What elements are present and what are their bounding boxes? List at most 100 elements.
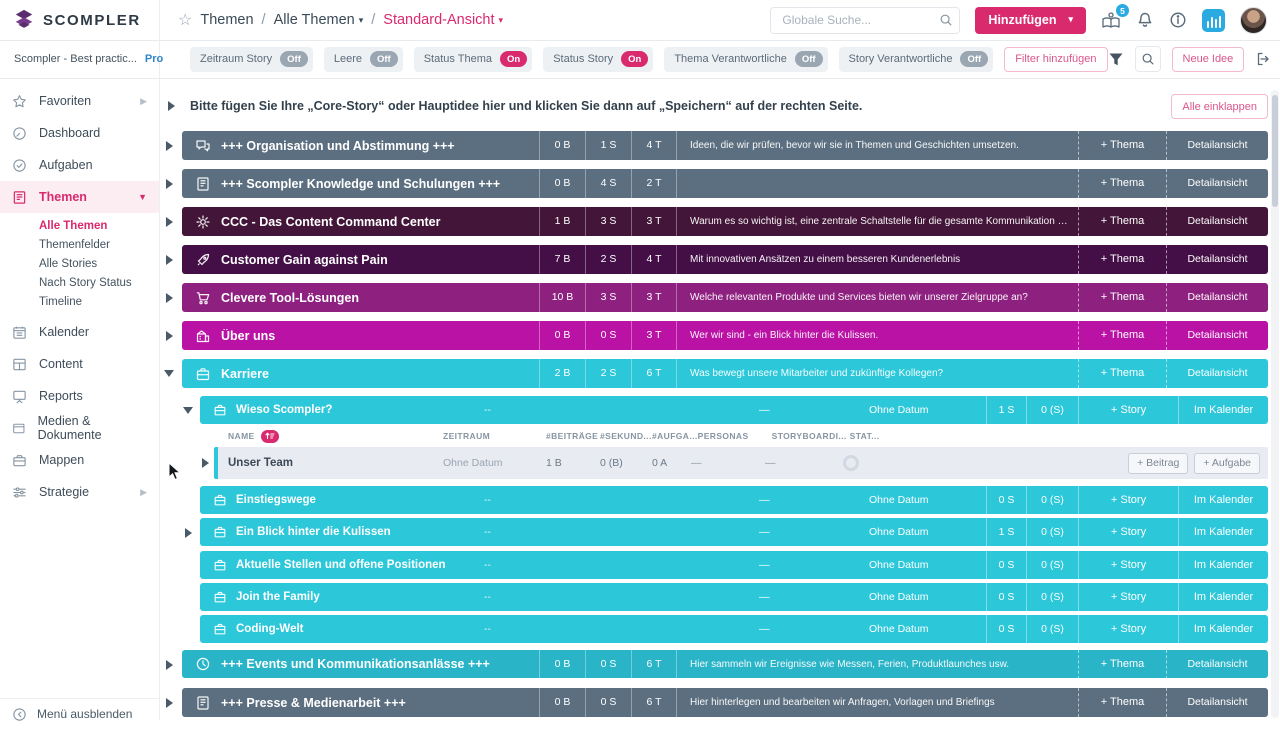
filter-chip-thema-verantwortliche[interactable]: Thema Verantwortliche Off [664, 46, 828, 72]
add-thema-button[interactable]: + Thema [1078, 649, 1166, 679]
add-story-button[interactable]: + Story [1078, 551, 1178, 579]
theme-row-karriere[interactable]: Karriere 2 B 2 S 6 T Was bewegt unsere M… [182, 359, 1268, 388]
expand-chevron-icon[interactable] [202, 458, 209, 468]
detailansicht-button[interactable]: Detailansicht [1166, 649, 1268, 679]
list-search-icon[interactable] [1134, 46, 1161, 72]
theme-row-organisation[interactable]: +++ Organisation und Abstimmung +++ 0 B … [182, 131, 1268, 160]
hide-menu-button[interactable]: Menü ausblenden [0, 698, 159, 729]
hinzufuegen-button[interactable]: Hinzufügen ▾ [975, 6, 1086, 34]
filter-chip-story-verantwortliche[interactable]: Story Verantwortliche Off [838, 46, 994, 72]
add-thema-button[interactable]: + Thema [1078, 207, 1166, 236]
theme-row-ueber-uns[interactable]: Über uns 0 B 0 S 3 T Wer wir sind - ein … [182, 321, 1268, 350]
theme-row-knowledge[interactable]: +++ Scompler Knowledge und Schulungen ++… [182, 169, 1268, 198]
add-story-button[interactable]: + Story [1078, 396, 1178, 424]
add-filter-button[interactable]: Filter hinzufügen [1004, 46, 1108, 72]
add-story-button[interactable]: + Story [1078, 486, 1178, 514]
detailansicht-button[interactable]: Detailansicht [1166, 131, 1268, 160]
global-search[interactable] [770, 6, 961, 34]
info-icon[interactable] [1169, 11, 1187, 29]
expand-chevron-icon[interactable] [166, 660, 173, 670]
filter-chip-status-thema[interactable]: Status Thema On [413, 46, 533, 72]
vertical-scrollbar[interactable] [1271, 90, 1279, 718]
user-avatar[interactable] [1240, 6, 1267, 34]
expand-chevron-icon[interactable] [166, 217, 173, 227]
sidebar-item-medien-dokumente[interactable]: Medien & Dokumente [0, 412, 159, 444]
content-row-unser-team[interactable]: Unser Team Ohne Datum 1 B 0 (B) 0 A — — … [214, 447, 1268, 479]
im-kalender-button[interactable]: Im Kalender [1178, 615, 1268, 643]
filter-chip-leere[interactable]: Leere Off [323, 46, 403, 72]
add-thema-button[interactable]: + Thema [1078, 245, 1166, 274]
breadcrumb-layout-dropdown[interactable]: Standard-Ansicht ▾ [383, 12, 503, 28]
breadcrumb-section[interactable]: Themen [200, 12, 254, 28]
add-thema-button[interactable]: + Thema [1078, 359, 1166, 388]
sidebar-item-strategie[interactable]: Strategie ▶ [0, 476, 159, 508]
breadcrumb-view-dropdown[interactable]: Alle Themen ▾ [274, 12, 364, 28]
sidebar-item-aufgaben[interactable]: Aufgaben [0, 149, 159, 181]
collapse-chevron-icon[interactable] [183, 407, 193, 414]
sidebar-subitem-themenfelder[interactable]: Themenfelder [39, 238, 110, 251]
scompler-logo[interactable]: SCOMPLER [0, 0, 160, 40]
global-search-input[interactable] [780, 12, 940, 28]
notice-chevron-icon[interactable] [168, 101, 175, 111]
story-row-join-the-family[interactable]: Join the Family -- — Ohne Datum 0 S 0 (S… [200, 583, 1268, 611]
detailansicht-button[interactable]: Detailansicht [1166, 321, 1268, 350]
status-ring-icon[interactable] [843, 455, 859, 471]
detailansicht-button[interactable]: Detailansicht [1166, 688, 1268, 717]
story-row-coding-welt[interactable]: Coding-Welt -- — Ohne Datum 0 S 0 (S) + … [200, 615, 1268, 643]
sidebar-item-reports[interactable]: Reports [0, 380, 159, 412]
expand-chevron-icon[interactable] [166, 293, 173, 303]
filter-chip-status-story[interactable]: Status Story On [543, 46, 654, 72]
im-kalender-button[interactable]: Im Kalender [1178, 583, 1268, 611]
add-story-button[interactable]: + Story [1078, 615, 1178, 643]
sidebar-item-content[interactable]: Content [0, 348, 159, 380]
theme-row-ccc[interactable]: CCC - Das Content Command Center 1 B 3 S… [182, 207, 1268, 236]
expand-chevron-icon[interactable] [166, 698, 173, 708]
story-row-aktuelle-stellen[interactable]: Aktuelle Stellen und offene Positionen -… [200, 551, 1268, 579]
app-switcher-icon[interactable] [1202, 8, 1225, 32]
add-beitrag-button[interactable]: + Beitrag [1128, 452, 1189, 474]
add-aufgabe-button[interactable]: + Aufgabe [1194, 452, 1260, 474]
workspace-selector[interactable]: Scompler - Best practic... Pro [0, 40, 163, 78]
add-thema-button[interactable]: + Thema [1078, 688, 1166, 717]
bell-icon[interactable] [1136, 11, 1154, 29]
expand-chevron-icon[interactable] [166, 255, 173, 265]
detailansicht-button[interactable]: Detailansicht [1166, 245, 1268, 274]
export-icon[interactable] [1255, 51, 1271, 67]
collapse-all-button[interactable]: Alle einklappen [1171, 94, 1268, 119]
add-thema-button[interactable]: + Thema [1078, 169, 1166, 198]
sidebar-item-dashboard[interactable]: Dashboard [0, 117, 159, 149]
expand-chevron-icon[interactable] [185, 528, 192, 538]
sort-icon[interactable] [260, 429, 279, 443]
expand-chevron-icon[interactable] [166, 141, 173, 151]
detailansicht-button[interactable]: Detailansicht [1166, 207, 1268, 236]
new-idea-button[interactable]: Neue Idee [1171, 46, 1245, 72]
im-kalender-button[interactable]: Im Kalender [1178, 396, 1268, 424]
theme-row-tools[interactable]: Clevere Tool-Lösungen 10 B 3 S 3 T Welch… [182, 283, 1268, 312]
expand-chevron-icon[interactable] [166, 179, 173, 189]
add-thema-button[interactable]: + Thema [1078, 131, 1166, 160]
theme-row-presse[interactable]: +++ Presse & Medienarbeit +++ 0 B 0 S 6 … [182, 688, 1268, 717]
sidebar-item-favoriten[interactable]: Favoriten ▶ [0, 85, 159, 117]
sidebar-item-themen[interactable]: Themen ▼ [0, 181, 159, 213]
add-thema-button[interactable]: + Thema [1078, 321, 1166, 350]
filter-chip-zeitraum-story[interactable]: Zeitraum Story Off [190, 46, 313, 72]
scrollbar-thumb[interactable] [1272, 95, 1278, 207]
add-story-button[interactable]: + Story [1078, 583, 1178, 611]
favorite-star-icon[interactable]: ☆ [178, 12, 193, 29]
im-kalender-button[interactable]: Im Kalender [1178, 486, 1268, 514]
collapse-chevron-icon[interactable] [164, 370, 174, 377]
expand-chevron-icon[interactable] [166, 331, 173, 341]
theme-row-events[interactable]: +++ Events und Kommunikationsanlässe +++… [182, 649, 1268, 679]
story-row-einstiegswege[interactable]: Einstiegswege -- — Ohne Datum 0 S 0 (S) … [200, 486, 1268, 514]
sidebar-subitem-timeline[interactable]: Timeline [39, 295, 83, 308]
funnel-icon[interactable] [1108, 52, 1124, 67]
sidebar-subitem-nach-story-status[interactable]: Nach Story Status [39, 276, 132, 289]
sidebar-subitem-alle-themen[interactable]: Alle Themen [39, 219, 108, 232]
story-row-ein-blick[interactable]: Ein Blick hinter die Kulissen -- — Ohne … [200, 518, 1268, 546]
detailansicht-button[interactable]: Detailansicht [1166, 359, 1268, 388]
theme-row-customer-gain[interactable]: Customer Gain against Pain 7 B 2 S 4 T M… [182, 245, 1268, 274]
add-thema-button[interactable]: + Thema [1078, 283, 1166, 312]
add-story-button[interactable]: + Story [1078, 518, 1178, 546]
guide-book-icon[interactable]: 5 [1101, 4, 1129, 29]
detailansicht-button[interactable]: Detailansicht [1166, 283, 1268, 312]
